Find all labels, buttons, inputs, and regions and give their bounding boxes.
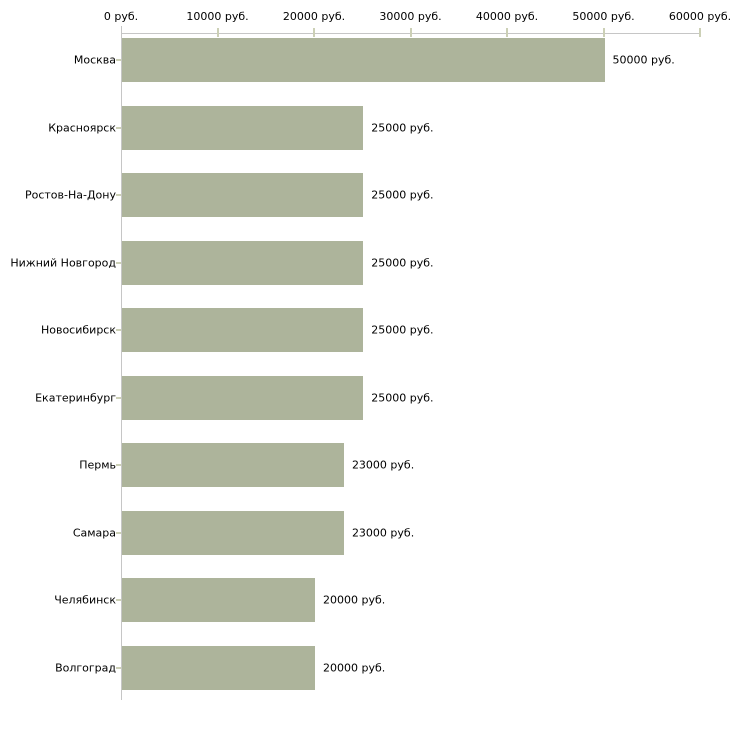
value-label: 20000 руб. [323,661,386,674]
y-axis-tick-mark [116,59,121,61]
x-axis-tick-mark [216,28,219,37]
y-axis-tick-mark [116,599,121,601]
value-label: 25000 руб. [371,323,434,337]
bar-Самара [122,510,344,555]
category-label: Москва [73,53,116,67]
value-label: 50000 руб. [612,53,675,67]
x-axis-tick-mark [409,28,412,37]
x-axis-tick-label: 10000 руб. [186,10,249,23]
value-label: 25000 руб. [371,256,434,269]
category-label: Екатеринбург [35,391,116,404]
y-axis-tick-mark [116,261,121,264]
category-label: Новосибирск [40,323,116,337]
category-label: Ростов-На-Дону [24,188,116,202]
bar-Екатеринбург [122,375,364,420]
x-axis-tick-label: 60000 руб. [668,10,730,23]
bar-Челябинск [122,578,315,622]
bar-Новосибирск [122,308,364,352]
value-label: 23000 руб. [351,458,415,472]
x-axis-tick-label: 30000 руб. [379,10,442,23]
y-axis-tick-mark [116,531,121,534]
category-label: Самара [72,526,116,539]
bar-Москва [122,38,605,82]
x-axis-tick-label: 50000 руб. [572,10,635,23]
y-axis-tick-mark [116,464,121,466]
value-label: 23000 руб. [351,526,415,539]
y-axis-tick-mark [116,329,121,331]
x-axis-tick-mark [313,28,315,37]
bar-Красноярск [122,105,364,150]
value-label: 20000 руб. [323,593,386,607]
x-axis-tick-mark [506,28,508,37]
x-axis-tick-mark [699,28,701,37]
category-label: Челябинск [54,593,116,607]
y-axis-line [121,26,122,700]
category-label: Пермь [79,458,116,472]
category-label: Красноярск [48,121,116,134]
y-axis-tick-mark [116,666,121,669]
category-label: Волгоград [55,661,116,674]
category-label: Нижний Новгород [10,256,116,269]
bar-Пермь [122,443,344,487]
bar-Волгоград [122,645,315,690]
value-label: 25000 руб. [371,121,434,134]
value-label: 25000 руб. [371,391,434,404]
x-axis-tick-label: 40000 руб. [475,10,539,23]
x-axis-tick-label: 0 руб. [103,10,139,23]
y-axis-tick-mark [116,194,121,196]
x-axis-tick-mark [602,28,605,37]
x-axis-tick-label: 20000 руб. [282,10,346,23]
y-axis-tick-mark [116,126,121,129]
bar-Нижний Новгород [122,240,364,285]
value-label: 25000 руб. [371,188,434,202]
bar-Ростов-На-Дону [122,173,364,217]
y-axis-tick-mark [116,396,121,399]
